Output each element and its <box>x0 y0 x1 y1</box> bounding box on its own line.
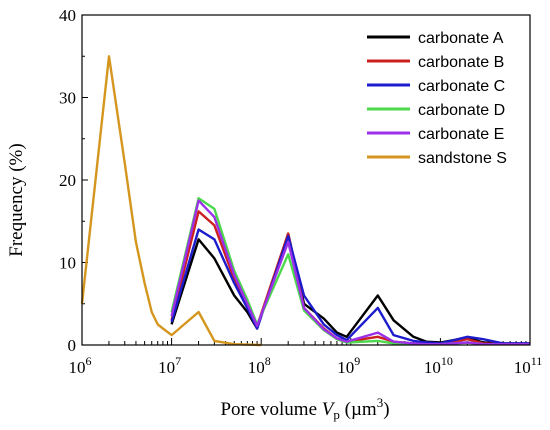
legend-label-4: carbonate D <box>418 102 505 119</box>
y-tick-label: 10 <box>59 254 76 273</box>
x-axis-title: Pore volume Vp (µm3) <box>220 395 389 422</box>
legend-label-2: carbonate B <box>418 54 504 71</box>
x-axis-ticks: 106 107 108 109 1010 1011 <box>69 338 543 377</box>
x-tick-label: 107 <box>158 354 181 377</box>
x-axis-title-main: Pore volume <box>220 399 321 420</box>
series-line-6 <box>80 55 262 347</box>
x-tick-label: 1010 <box>424 354 453 377</box>
legend-label-1: carbonate A <box>418 30 504 47</box>
x-axis-title-unit-close: ) <box>383 399 389 420</box>
series-layer <box>80 55 530 347</box>
series-line-5 <box>170 199 530 346</box>
series-line-4 <box>170 196 530 346</box>
y-axis-title: Frequency (%) <box>6 143 27 256</box>
series-line-3 <box>170 228 530 345</box>
x-tick-label: 1011 <box>514 354 543 377</box>
x-axis-title-subscript: p <box>333 407 340 422</box>
legend: carbonate A carbonate B carbonate C carbona… <box>367 30 507 167</box>
x-tick-label: 108 <box>248 354 271 377</box>
x-axis-title-superscript: 3 <box>377 395 384 410</box>
x-tick-label: 109 <box>337 354 360 377</box>
x-tick-label: 106 <box>69 354 92 377</box>
legend-label-3: carbonate C <box>418 78 505 95</box>
y-tick-label: 20 <box>59 171 76 190</box>
y-tick-label: 40 <box>59 6 76 25</box>
y-tick-label: 30 <box>59 89 76 108</box>
x-axis-title-unit: (µm <box>340 399 377 420</box>
legend-label-5: carbonate E <box>418 126 504 143</box>
legend-label-6: sandstone S <box>418 150 507 167</box>
y-tick-label: 0 <box>68 336 77 355</box>
x-axis-title-variable: V <box>322 399 336 420</box>
y-axis-ticks: 0 10 20 30 40 <box>59 6 88 355</box>
plot-frame <box>81 14 531 346</box>
